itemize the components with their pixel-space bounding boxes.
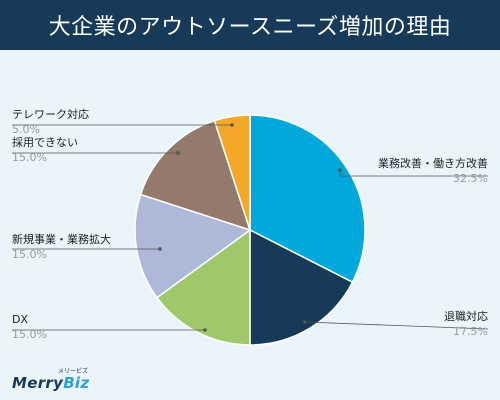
merrybiz-logo: メリービズ MerryBiz (12, 368, 112, 394)
slice-percent: 5.0% (12, 123, 40, 136)
leader-dot (230, 123, 234, 127)
slice-percent: 15.0% (12, 328, 47, 341)
leader-dot (158, 247, 162, 251)
logo-kana-text: メリービズ (58, 368, 89, 375)
slice-label: テレワーク対応 (12, 107, 89, 121)
leader-dot (176, 151, 180, 155)
page-title: 大企業のアウトソースニーズ増加の理由 (48, 15, 452, 40)
pie-slice (249, 228, 354, 346)
logo-biz: Biz (63, 374, 90, 392)
leader-dot (203, 328, 207, 332)
slice-label: 採用できない (12, 135, 78, 149)
logo-wordmark: MerryBiz (12, 374, 89, 392)
slice-label: DX (12, 313, 28, 326)
leader-dot (338, 168, 342, 172)
slice-label: 退職対応 (444, 309, 488, 323)
logo-merry: Merry (12, 374, 64, 392)
pie-slice (249, 114, 366, 284)
pie-slice (213, 114, 251, 231)
leader-dot (303, 320, 307, 324)
leader-line (304, 321, 489, 330)
slice-percent: 15.0% (12, 248, 47, 261)
slice-label: 業務改善・働き方改善 (378, 156, 488, 170)
leader-line (339, 170, 488, 177)
pie-slice (134, 193, 252, 299)
title-banner: 大企業のアウトソースニーズ増加の理由 (0, 0, 500, 50)
slice-percent: 17.5% (453, 325, 488, 338)
slice-label: 新規事業・業務拡大 (12, 232, 111, 246)
pie-slice (155, 228, 251, 346)
slice-percent: 15.0% (12, 151, 47, 164)
slice-percent: 32.5% (453, 172, 488, 185)
